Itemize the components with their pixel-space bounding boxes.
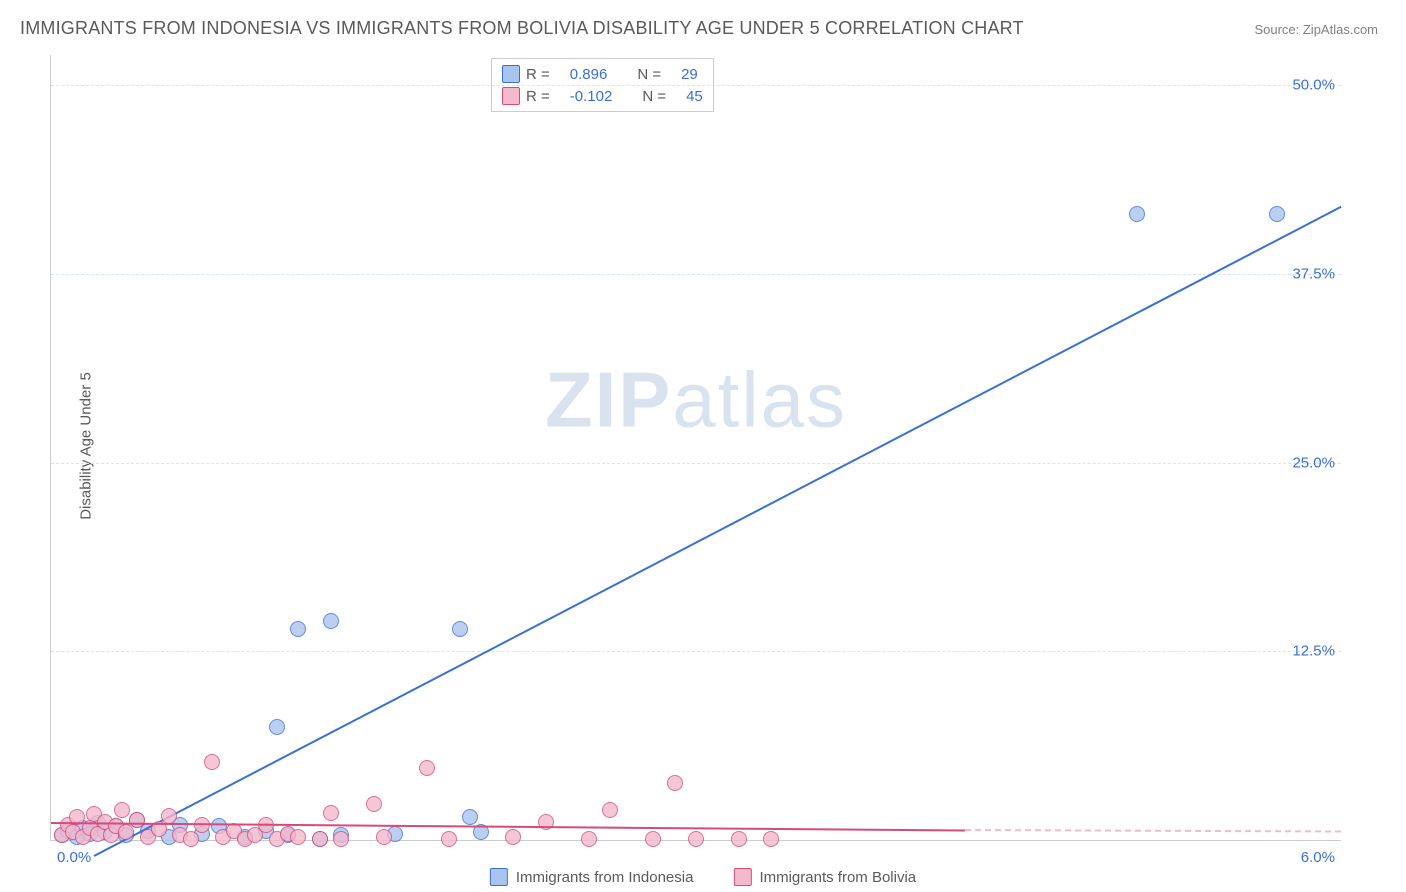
plot-area: ZIPatlas 0.0% 6.0% R =0.896N =29R =-0.10… [50, 55, 1341, 841]
data-point [688, 831, 704, 847]
gridline [51, 463, 1341, 464]
x-origin-label: 0.0% [57, 849, 91, 866]
r-label: R = [526, 88, 550, 105]
data-point [763, 831, 779, 847]
n-label: N = [642, 88, 666, 105]
data-point [1269, 206, 1285, 222]
data-point [419, 760, 435, 776]
watermark-light: atlas [672, 356, 847, 444]
data-point [323, 613, 339, 629]
gridline [51, 274, 1341, 275]
watermark-bold: ZIP [545, 356, 672, 444]
n-value: 45 [686, 88, 703, 105]
y-tick-label: 25.0% [1292, 454, 1335, 471]
data-point [290, 621, 306, 637]
data-point [505, 829, 521, 845]
chart-title: IMMIGRANTS FROM INDONESIA VS IMMIGRANTS … [20, 18, 1024, 39]
data-point [114, 802, 130, 818]
data-point [290, 829, 306, 845]
data-point [376, 829, 392, 845]
data-point [312, 831, 328, 847]
data-point [161, 808, 177, 824]
stats-legend-row: R = 0.896 N = 29 [502, 63, 703, 85]
data-point [129, 812, 145, 828]
trendline [965, 829, 1341, 833]
data-point [462, 809, 478, 825]
series-legend: Immigrants from Indonesia Immigrants from… [490, 868, 916, 886]
data-point [323, 805, 339, 821]
legend-label: Immigrants from Bolivia [759, 869, 916, 886]
legend-swatch [502, 87, 520, 105]
legend-item: Immigrants from Indonesia [490, 868, 694, 886]
r-value: 0.896 [570, 66, 608, 83]
legend-swatch [733, 868, 751, 886]
r-value: -0.102 [570, 88, 613, 105]
data-point [731, 831, 747, 847]
data-point [602, 802, 618, 818]
y-tick-label: 37.5% [1292, 265, 1335, 282]
legend-swatch [502, 65, 520, 83]
y-tick-label: 12.5% [1292, 643, 1335, 660]
data-point [581, 831, 597, 847]
data-point [452, 621, 468, 637]
data-point [183, 831, 199, 847]
data-point [441, 831, 457, 847]
x-max-label: 6.0% [1301, 849, 1335, 866]
y-tick-label: 50.0% [1292, 77, 1335, 94]
trendline [94, 206, 1342, 857]
stats-legend-row: R = -0.102 N = 45 [502, 85, 703, 107]
n-label: N = [637, 66, 661, 83]
legend-item: Immigrants from Bolivia [733, 868, 916, 886]
source-label: Source: ZipAtlas.com [1254, 22, 1378, 37]
legend-swatch [490, 868, 508, 886]
data-point [333, 831, 349, 847]
r-label: R = [526, 66, 550, 83]
data-point [366, 796, 382, 812]
n-value: 29 [681, 66, 698, 83]
data-point [1129, 206, 1145, 222]
data-point [645, 831, 661, 847]
gridline [51, 651, 1341, 652]
data-point [269, 719, 285, 735]
legend-label: Immigrants from Indonesia [516, 869, 694, 886]
watermark: ZIPatlas [545, 355, 847, 446]
data-point [204, 754, 220, 770]
data-point [667, 775, 683, 791]
gridline [51, 85, 1341, 86]
